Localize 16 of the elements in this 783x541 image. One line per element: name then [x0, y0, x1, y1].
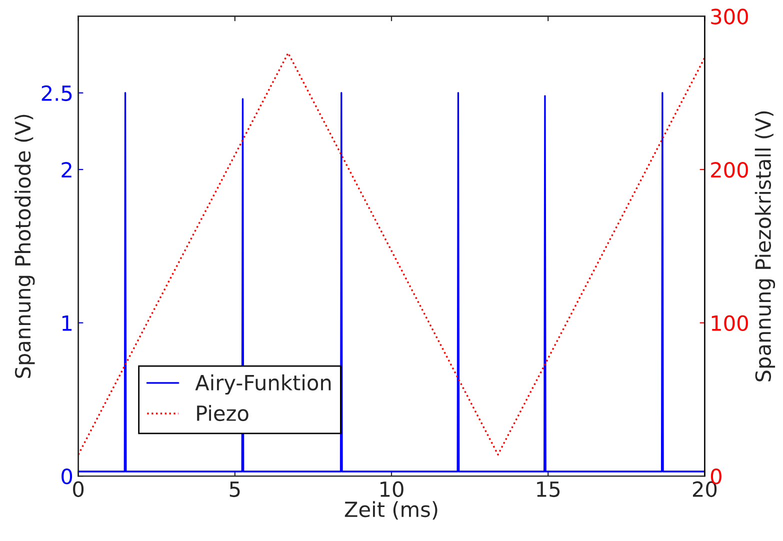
y2-axis-title: Spannung Piezokristall (V)	[754, 111, 776, 382]
y-axis-title: Spannung Photodiode (V)	[14, 114, 35, 378]
x-axis-title: Zeit (ms)	[344, 501, 438, 520]
y-tick-label: 2	[62, 162, 72, 178]
x-tick-label: 5	[230, 482, 240, 498]
y-tick-label: 0	[62, 468, 72, 484]
y2-tick-label: 200	[711, 162, 748, 178]
legend-label: Airy-Funktion	[195, 374, 331, 395]
x-tick-label: 10	[380, 481, 404, 498]
y-tick-label: 2.5	[42, 85, 72, 102]
y2-tick-label: 100	[712, 315, 748, 332]
x-tick-label: 15	[537, 482, 560, 498]
y2-tick-label: 300	[711, 8, 748, 24]
x-tick-label: 0	[73, 481, 84, 498]
legend-label: Piezo	[197, 404, 248, 422]
y-tick-label: 1	[62, 316, 72, 331]
